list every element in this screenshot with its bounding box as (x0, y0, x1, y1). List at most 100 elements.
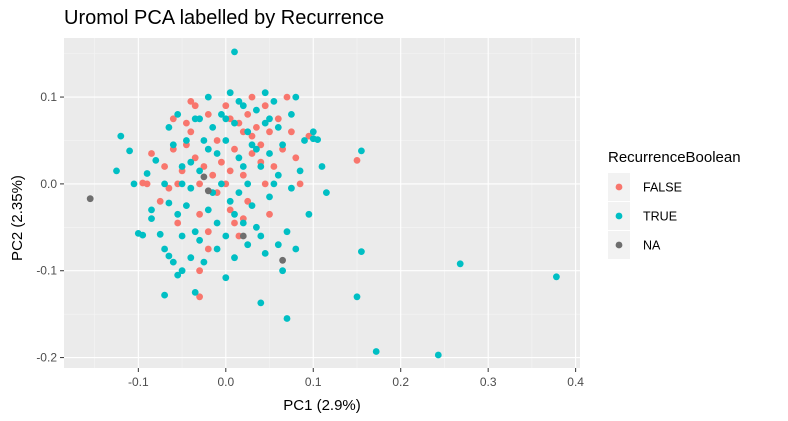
data-point-true (434, 351, 442, 359)
data-point-true (283, 315, 291, 322)
data-point-false (253, 124, 260, 131)
data-point-true (178, 232, 186, 240)
data-point-true (257, 232, 265, 240)
data-point-true (222, 115, 230, 123)
legend-label-na: NA (643, 239, 661, 253)
data-point-false (226, 167, 234, 175)
data-point-true (244, 128, 252, 136)
data-point-true (239, 163, 247, 170)
data-point-true (117, 132, 125, 140)
data-point-false (187, 128, 195, 136)
data-point-true (305, 210, 313, 218)
legend-title: RecurrenceBoolean (608, 149, 741, 166)
data-point-false (244, 111, 252, 118)
data-point-true (231, 119, 238, 127)
y-tick-label: -0.1 (36, 264, 57, 278)
data-point-false (196, 267, 204, 275)
data-point-true (218, 111, 225, 118)
data-point-false (209, 171, 217, 179)
data-point-true (213, 150, 221, 157)
data-point-true (174, 210, 182, 218)
data-point-true (456, 260, 464, 268)
legend-label-false: FALSE (643, 181, 682, 195)
data-point-true (274, 124, 282, 131)
data-point-true (292, 245, 300, 253)
data-point-true (196, 115, 204, 123)
data-point-false (353, 157, 361, 164)
data-point-true (231, 48, 238, 56)
data-point-false (296, 180, 304, 188)
data-point-na (204, 187, 212, 195)
data-point-true (213, 245, 221, 253)
x-axis-ticks: -0.1 0.0 0.1 0.2 0.3 0.4 (128, 368, 584, 389)
data-point-true (226, 89, 234, 97)
data-point-true (204, 145, 212, 153)
data-point-true (274, 171, 282, 179)
data-point-false (244, 197, 252, 205)
data-point-true (113, 167, 120, 175)
data-point-true (222, 274, 230, 282)
data-point-true (266, 150, 273, 157)
data-point-false (261, 102, 269, 110)
data-point-false (248, 150, 256, 157)
data-point-true (261, 119, 269, 127)
data-point-false (204, 245, 212, 253)
data-point-true (253, 223, 260, 231)
chart-title: Uromol PCA labelled by Recurrence (64, 7, 384, 29)
data-point-false (191, 102, 199, 110)
data-point-true (200, 258, 208, 266)
data-point-true (196, 236, 204, 244)
data-point-false (213, 137, 221, 144)
data-point-true (358, 248, 365, 256)
x-tick-label: -0.1 (128, 375, 149, 389)
data-point-false (191, 154, 199, 162)
data-point-true (156, 230, 164, 238)
data-point-true (183, 137, 190, 144)
data-point-false (231, 145, 238, 153)
data-point-true (253, 106, 260, 114)
data-point-true (301, 137, 308, 144)
data-point-true (187, 158, 195, 166)
data-point-true (161, 180, 169, 188)
data-point-false (261, 180, 269, 188)
data-point-false (156, 197, 164, 205)
data-point-false (218, 158, 225, 166)
data-point-true (187, 184, 195, 192)
data-point-true (130, 180, 138, 188)
data-point-na (239, 232, 247, 240)
data-point-true (244, 180, 252, 188)
x-tick-label: 0.0 (217, 375, 234, 389)
data-point-true (244, 241, 252, 249)
x-tick-label: 0.1 (305, 375, 322, 389)
data-point-true (261, 250, 269, 257)
data-point-true (178, 163, 186, 170)
data-point-true (200, 137, 208, 144)
y-tick-label: -0.2 (36, 351, 57, 365)
data-point-true (139, 231, 147, 239)
data-point-false (248, 132, 256, 140)
data-point-true (178, 267, 186, 275)
legend-swatch-false (615, 183, 623, 191)
x-axis-title: PC1 (2.9%) (283, 397, 361, 414)
legend-swatch-true (615, 212, 623, 220)
data-point-false (248, 93, 256, 101)
data-point-true (152, 157, 160, 164)
data-point-true (126, 147, 133, 155)
data-point-false (196, 293, 204, 301)
data-point-na (200, 173, 208, 181)
data-point-false (274, 115, 282, 123)
data-point-false (231, 219, 238, 227)
data-point-true (222, 232, 230, 240)
data-point-false (148, 150, 155, 157)
data-point-false (196, 180, 204, 188)
data-point-true (183, 202, 190, 210)
legend-items: FALSE TRUE NA (608, 173, 682, 259)
data-point-false (143, 180, 151, 188)
data-points (86, 48, 560, 359)
data-point-true (235, 189, 243, 197)
data-point-true (353, 293, 361, 301)
data-point-false (204, 228, 212, 236)
x-tick-label: 0.2 (392, 375, 409, 389)
data-point-true (187, 254, 195, 262)
y-axis-ticks: -0.2 -0.1 0.0 0.1 (36, 90, 64, 365)
